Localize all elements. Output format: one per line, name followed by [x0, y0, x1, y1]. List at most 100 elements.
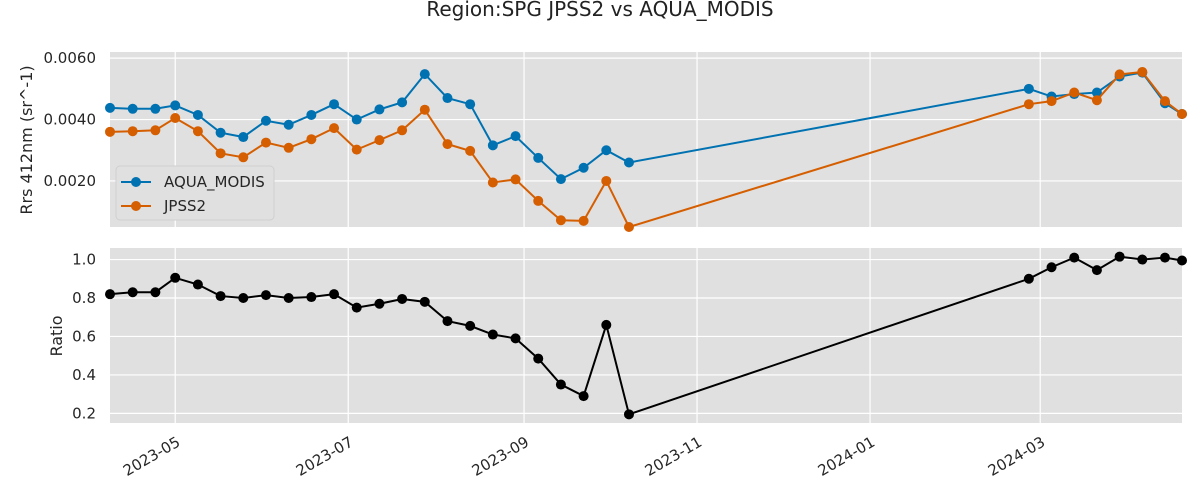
legend-aqua-label: AQUA_MODIS — [164, 173, 265, 192]
bottom-y-tick-label: 0.8 — [72, 289, 96, 307]
legend-jpss2-marker — [131, 201, 141, 211]
bottom-point-ratio — [465, 320, 476, 331]
x-tick-label: 2023-09 — [469, 433, 532, 480]
legend: AQUA_MODIS JPSS2 — [115, 165, 275, 221]
bottom-point-ratio — [306, 292, 317, 303]
bottom-point-ratio — [329, 289, 340, 300]
top-point-aqua_modis — [555, 174, 566, 185]
top-panel-y-ticks: 0.0020 0.0040 0.0060 — [44, 49, 97, 190]
top-point-jpss2 — [260, 137, 271, 148]
bottom-point-ratio — [533, 353, 544, 364]
top-point-jpss2 — [150, 125, 161, 136]
top-point-jpss2 — [127, 126, 138, 137]
bottom-point-ratio — [442, 316, 453, 327]
top-point-aqua_modis — [465, 99, 476, 110]
bottom-point-ratio — [105, 289, 115, 300]
top-point-aqua_modis — [623, 157, 634, 168]
top-point-jpss2 — [510, 174, 521, 185]
bottom-point-ratio — [260, 290, 271, 301]
x-tick-label: 2023-07 — [293, 433, 356, 480]
bottom-point-ratio — [150, 287, 161, 298]
bottom-point-ratio — [1091, 265, 1102, 276]
bottom-point-ratio — [601, 319, 612, 330]
bottom-point-ratio — [419, 296, 430, 307]
top-point-jpss2 — [1114, 69, 1125, 80]
bottom-panel-y-ticks: 0.2 0.4 0.6 0.8 1.0 — [72, 251, 96, 423]
bottom-panel-grid — [110, 248, 1182, 423]
top-point-aqua_modis — [351, 114, 362, 125]
top-point-jpss2 — [1091, 95, 1102, 106]
legend-aqua-marker — [131, 177, 141, 187]
bottom-point-ratio — [215, 291, 226, 302]
bottom-point-ratio — [192, 279, 203, 290]
bottom-point-ratio — [238, 293, 249, 303]
top-point-aqua_modis — [329, 99, 340, 110]
bottom-y-tick-label: 1.0 — [72, 251, 96, 269]
top-point-aqua_modis — [374, 104, 385, 115]
top-point-jpss2 — [283, 142, 294, 153]
top-point-jpss2 — [170, 113, 181, 124]
top-point-jpss2 — [351, 144, 362, 155]
top-point-jpss2 — [555, 215, 566, 226]
top-point-aqua_modis — [238, 132, 249, 143]
x-tick-label: 2023-05 — [120, 433, 183, 480]
bottom-point-ratio — [555, 379, 566, 390]
top-point-jpss2 — [374, 135, 385, 146]
top-point-aqua_modis — [170, 100, 181, 111]
bottom-point-ratio — [397, 293, 408, 304]
top-y-tick-label: 0.0020 — [44, 172, 97, 190]
bottom-point-ratio — [487, 329, 498, 340]
top-point-jpss2 — [1137, 66, 1148, 77]
top-point-jpss2 — [487, 177, 498, 188]
top-point-aqua_modis — [127, 103, 138, 114]
top-point-jpss2 — [105, 126, 115, 137]
bottom-point-ratio — [510, 333, 521, 344]
top-point-jpss2 — [442, 139, 453, 150]
top-point-aqua_modis — [533, 152, 544, 163]
bottom-point-ratio — [374, 298, 385, 309]
top-point-aqua_modis — [192, 109, 203, 120]
legend-jpss2-label: JPSS2 — [163, 197, 206, 215]
top-point-jpss2 — [306, 134, 317, 145]
top-point-jpss2 — [1177, 109, 1187, 120]
bottom-point-ratio — [1114, 251, 1125, 262]
top-point-aqua_modis — [1023, 83, 1034, 94]
top-point-jpss2 — [1023, 99, 1034, 110]
legend-box — [115, 165, 275, 221]
bottom-y-tick-label: 0.4 — [72, 366, 96, 384]
top-y-tick-label: 0.0060 — [44, 49, 97, 67]
bottom-point-ratio — [1023, 273, 1034, 284]
top-panel-bg — [110, 52, 1182, 227]
bottom-y-tick-label: 0.6 — [72, 327, 96, 345]
bottom-panel-series — [105, 251, 1187, 420]
top-point-aqua_modis — [260, 115, 271, 126]
top-point-jpss2 — [329, 123, 340, 134]
top-point-aqua_modis — [306, 109, 317, 120]
bottom-point-ratio — [1046, 262, 1057, 273]
top-point-aqua_modis — [601, 145, 612, 156]
top-point-jpss2 — [238, 152, 249, 163]
top-point-aqua_modis — [150, 103, 161, 114]
top-panel-grid — [110, 52, 1182, 227]
bottom-point-ratio — [283, 293, 294, 303]
top-point-jpss2 — [533, 195, 544, 206]
top-point-jpss2 — [192, 126, 203, 137]
top-point-jpss2 — [578, 215, 589, 226]
top-point-jpss2 — [1046, 96, 1057, 107]
bottom-point-ratio — [127, 287, 138, 298]
bottom-point-ratio — [1177, 255, 1187, 266]
top-point-aqua_modis — [510, 131, 521, 142]
bottom-point-ratio — [578, 391, 589, 402]
top-point-aqua_modis — [578, 162, 589, 173]
bottom-point-ratio — [1159, 252, 1170, 263]
top-point-aqua_modis — [487, 140, 498, 151]
x-tick-label: 2024-01 — [815, 433, 878, 480]
top-point-jpss2 — [465, 145, 476, 156]
bottom-point-ratio — [623, 409, 634, 420]
top-point-jpss2 — [601, 175, 612, 186]
top-panel-series — [105, 66, 1187, 232]
top-point-jpss2 — [1069, 87, 1080, 98]
x-axis-ticks: 2023-05 2023-07 2023-09 2023-11 2024-01 2024-… — [120, 433, 1048, 480]
bottom-panel-bg — [110, 248, 1182, 423]
